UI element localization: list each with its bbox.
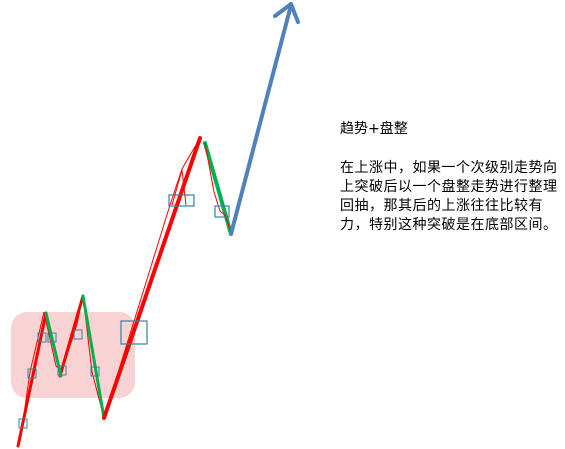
upper-consolidation-box <box>168 194 195 207</box>
future-rally-arrowhead <box>273 2 300 24</box>
caption-block: 趋势+盘整 在上涨中，如果一个次级别走势向上突破后以一个盘整走势进行整理回抽，那… <box>340 120 560 235</box>
base-sublevel-boxes <box>18 329 100 429</box>
future-rally-arrow <box>229 7 292 236</box>
base-up-strokes <box>16 294 85 448</box>
pullback-consolidation-box <box>214 205 230 218</box>
breakout-up-stroke <box>102 136 202 420</box>
breakout-sublevel-line <box>103 137 201 419</box>
upper-consolidation-zigzag <box>171 169 187 206</box>
pullback-sublevel-line <box>204 142 232 235</box>
breakout-box <box>120 320 148 345</box>
caption-title: 趋势+盘整 <box>340 121 408 137</box>
caption-body: 在上涨中，如果一个次级别走势向上突破后以一个盘整走势进行整理回抽，那其后的上涨往… <box>340 160 558 233</box>
